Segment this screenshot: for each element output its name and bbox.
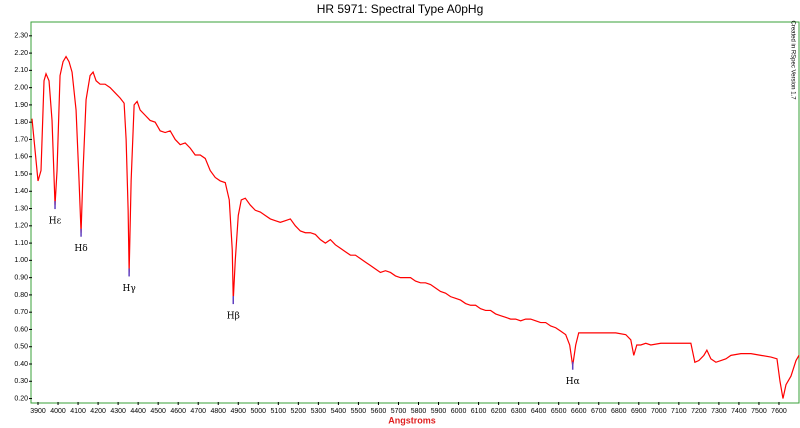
x-tick-label: 6600 <box>571 408 587 415</box>
x-tick-label: 5100 <box>271 408 287 415</box>
x-tick-label: 6500 <box>551 408 567 415</box>
x-tick-label: 5500 <box>351 408 367 415</box>
y-tick-label: 0.80 <box>14 292 28 299</box>
x-axis-label: Angstroms <box>388 415 436 425</box>
y-tick-label: 1.30 <box>14 205 28 212</box>
x-tick-label: 4600 <box>170 408 186 415</box>
y-tick-label: 1.90 <box>14 102 28 109</box>
y-tick-label: 1.10 <box>14 240 28 247</box>
x-tick-label: 6800 <box>611 408 627 415</box>
x-tick-label: 6300 <box>511 408 527 415</box>
y-tick-label: 1.80 <box>14 119 28 126</box>
side-note: Created in RSpec Version 1.7 <box>789 20 795 100</box>
x-tick-label: 4200 <box>90 408 106 415</box>
x-tick-label: 4100 <box>70 408 86 415</box>
y-tick-label: 0.20 <box>14 395 28 402</box>
y-tick-label: 2.10 <box>14 67 28 74</box>
y-tick-label: 1.70 <box>14 136 28 143</box>
y-tick-label: 0.30 <box>14 378 28 385</box>
y-tick-label: 1.50 <box>14 171 28 178</box>
x-tick-label: 4900 <box>230 408 246 415</box>
y-tick-label: 1.40 <box>14 188 28 195</box>
y-tick-label: 1.00 <box>14 257 28 264</box>
y-tick-label: 0.50 <box>14 344 28 351</box>
x-tick-label: 5900 <box>431 408 447 415</box>
x-tick-label: 7200 <box>691 408 707 415</box>
x-tick-label: 4700 <box>190 408 206 415</box>
y-tick-label: 0.70 <box>14 309 28 316</box>
y-tick-label: 0.90 <box>14 274 28 281</box>
x-tick-label: 5700 <box>391 408 407 415</box>
x-tick-label: 3900 <box>30 408 46 415</box>
x-tick-label: 5400 <box>331 408 347 415</box>
x-tick-label: 6900 <box>631 408 647 415</box>
x-tick-label: 6100 <box>471 408 487 415</box>
y-tick-label: 1.60 <box>14 154 28 161</box>
x-tick-label: 5300 <box>311 408 327 415</box>
x-tick-label: 5800 <box>411 408 427 415</box>
x-tick-label: 6200 <box>491 408 507 415</box>
x-tick-label: 5600 <box>371 408 387 415</box>
x-tick-label: 4800 <box>210 408 226 415</box>
x-tick-label: 4300 <box>110 408 126 415</box>
x-tick-label: 7000 <box>651 408 667 415</box>
y-tick-label: 2.20 <box>14 50 28 57</box>
x-tick-label: 5000 <box>251 408 267 415</box>
y-tick-label: 1.20 <box>14 223 28 230</box>
y-tick-label: 0.60 <box>14 326 28 333</box>
x-tick-label: 4400 <box>130 408 146 415</box>
x-tick-label: 7300 <box>711 408 727 415</box>
x-tick-label: 6400 <box>531 408 547 415</box>
annotation: Hδ <box>74 244 87 254</box>
plot-frame <box>30 21 800 404</box>
y-tick-label: 0.40 <box>14 361 28 368</box>
x-tick-label: 6700 <box>591 408 607 415</box>
x-tick-label: 7400 <box>731 408 747 415</box>
y-tick-label: 2.00 <box>14 84 28 91</box>
x-tick-label: 4000 <box>50 408 66 415</box>
spectrum-line <box>31 55 800 399</box>
x-tick-label: 6000 <box>451 408 467 415</box>
x-tick-label: 4500 <box>150 408 166 415</box>
annotation: Hε <box>49 217 62 227</box>
x-tick-label: 7100 <box>671 408 687 415</box>
x-tick-label: 7500 <box>751 408 767 415</box>
annotation: Hβ <box>227 312 240 322</box>
x-tick-label: 5200 <box>291 408 307 415</box>
annotation: Hα <box>566 377 580 387</box>
annotation: Hγ <box>123 284 136 294</box>
x-tick-label: 7600 <box>771 408 787 415</box>
chart-title: HR 5971: Spectral Type A0pHg <box>317 2 484 16</box>
y-tick-label: 2.30 <box>14 33 28 40</box>
